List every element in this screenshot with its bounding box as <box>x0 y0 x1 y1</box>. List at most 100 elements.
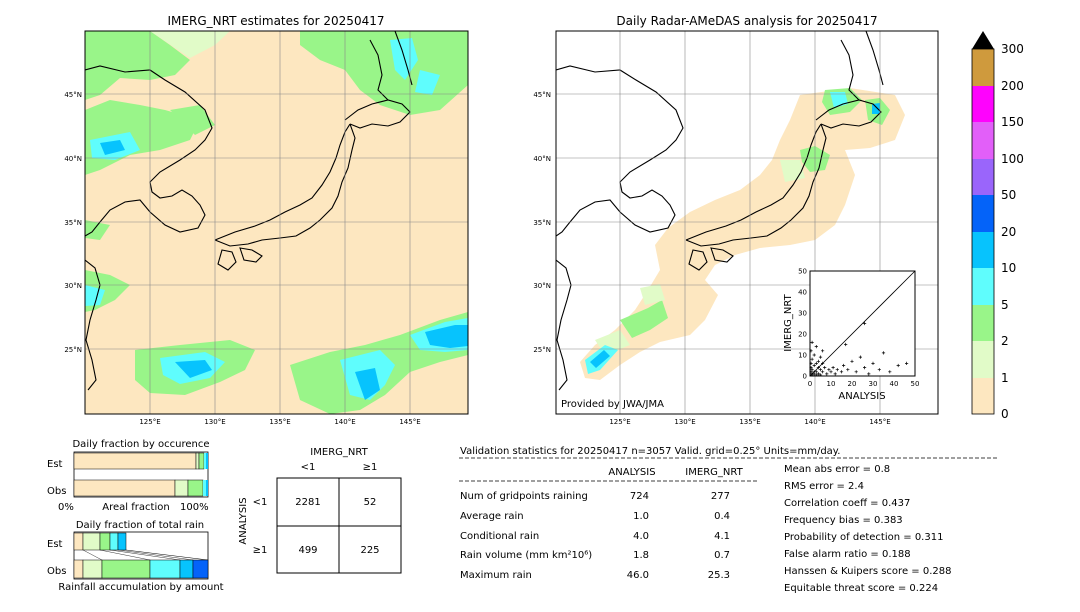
scatter-point <box>881 351 886 355</box>
svg-text:1.0: 1.0 <box>633 511 649 522</box>
right-map-title: Daily Radar-AMeDAS analysis for 20250417 <box>616 14 877 28</box>
scatter-point <box>842 363 846 368</box>
scatter-ylabel: IMERG_NRT <box>783 293 794 351</box>
scatter-point <box>818 373 823 377</box>
svg-text:Mean abs error = 0.8: Mean abs error = 0.8 <box>784 464 890 475</box>
svg-text:Conditional rain: Conditional rain <box>460 531 539 542</box>
fraction-occurrence-est-bar <box>73 452 208 470</box>
fraction-occurrence-axis-right: 100% <box>180 502 209 513</box>
scatter-point <box>809 366 813 370</box>
left-map-lat-labels: 45°N 40°N 35°N 30°N 25°N <box>64 91 82 354</box>
fraction-rain-est-bar <box>73 532 127 551</box>
scatter-point <box>816 359 820 363</box>
scatter-point <box>833 372 837 376</box>
scatter-point <box>821 349 825 353</box>
scatter-point <box>814 345 818 349</box>
svg-text:Correlation coeff = 0.437: Correlation coeff = 0.437 <box>784 498 910 509</box>
svg-text:40°N: 40°N <box>64 155 82 163</box>
scatter-point <box>905 361 909 365</box>
right-map-lon-labels: 125°E 130°E 135°E 140°E 145°E <box>609 418 890 426</box>
contingency-col-title: IMERG_NRT <box>310 447 368 458</box>
svg-text:Maximum rain: Maximum rain <box>460 570 532 581</box>
scatter-point <box>844 342 848 347</box>
validation-scores: Mean abs error = 0.8 RMS error = 2.4 Cor… <box>784 464 951 594</box>
svg-text:Num of gridpoints raining: Num of gridpoints raining <box>460 491 588 502</box>
svg-text:45°N: 45°N <box>64 91 82 99</box>
scatter-point <box>810 340 814 344</box>
scatter-point <box>867 372 871 376</box>
colorbar-extend-arrow <box>972 31 994 49</box>
scatter-point <box>846 368 850 372</box>
colorbar: 0 1 2 5 10 20 50 100 150 200 300 <box>971 31 1024 421</box>
contingency-cell-b: 52 <box>364 497 377 508</box>
left-map-coastline <box>85 31 413 391</box>
svg-text:0: 0 <box>1001 407 1009 421</box>
scatter-y-tick: 50 <box>798 268 807 276</box>
svg-text:200: 200 <box>1001 79 1024 93</box>
svg-text:4.0: 4.0 <box>633 531 649 542</box>
svg-text:150: 150 <box>1001 115 1024 129</box>
svg-text:4.1: 4.1 <box>714 531 730 542</box>
fraction-rain-footer: Rainfall accumulation by amount <box>58 582 223 593</box>
contingency-cell-a: 2281 <box>295 497 320 508</box>
scatter-point <box>809 361 813 365</box>
svg-text:20: 20 <box>1001 225 1016 239</box>
svg-text:125°E: 125°E <box>139 418 160 426</box>
scatter-point <box>829 370 833 374</box>
right-map-rain-field <box>585 88 890 374</box>
scatter-point <box>839 370 844 374</box>
svg-text:40°N: 40°N <box>533 155 551 163</box>
svg-text:25°N: 25°N <box>64 346 82 354</box>
fraction-occurrence-obs-label: Obs <box>47 486 66 497</box>
svg-text:130°E: 130°E <box>204 418 225 426</box>
scatter-point <box>814 373 818 377</box>
svg-text:25.3: 25.3 <box>708 570 730 581</box>
svg-text:1: 1 <box>1001 371 1009 385</box>
scatter-x-tick: 50 <box>911 380 920 388</box>
svg-text:46.0: 46.0 <box>627 570 649 581</box>
svg-text:Frequency bias = 0.383: Frequency bias = 0.383 <box>784 515 903 526</box>
svg-text:2: 2 <box>1001 334 1009 348</box>
svg-text:False alarm ratio = 0.188: False alarm ratio = 0.188 <box>784 549 911 560</box>
scatter-x-tick: 20 <box>848 380 857 388</box>
scatter-x-tick: 10 <box>827 380 836 388</box>
scatter-point <box>835 368 839 372</box>
svg-text:Equitable threat score = 0.22: Equitable threat score = 0.224 <box>784 583 938 594</box>
svg-text:100: 100 <box>1001 152 1024 166</box>
scatter-point <box>858 355 862 359</box>
right-map: Daily Radar-AMeDAS analysis for 20250417 <box>533 14 939 426</box>
scatter-point <box>814 361 818 365</box>
scatter-y-tick: 0 <box>803 373 807 381</box>
scatter-point <box>877 368 881 372</box>
scatter-point <box>809 349 813 353</box>
right-map-coastline <box>556 31 884 391</box>
svg-text:RMS error = 2.4: RMS error = 2.4 <box>784 481 864 492</box>
contingency-row-title: ANALYSIS <box>238 497 249 544</box>
svg-text:30°N: 30°N <box>64 282 82 290</box>
validation-rows: Num of gridpoints raining 724 277 Averag… <box>460 491 730 581</box>
validation-col-analysis: ANALYSIS <box>608 467 655 478</box>
left-map-title: IMERG_NRT estimates for 20250417 <box>168 14 385 28</box>
scatter-y-tick: 40 <box>798 289 807 297</box>
fraction-occurrence-panel: Daily fraction by occurence Est Obs 0% A… <box>47 439 210 513</box>
fraction-occurrence-axis-mid: Areal fraction <box>102 502 169 513</box>
svg-text:35°N: 35°N <box>533 219 551 227</box>
scatter-point <box>896 363 900 368</box>
colorbar-labels: 0 1 2 5 10 20 50 100 150 200 300 <box>1001 42 1024 421</box>
svg-text:5: 5 <box>1001 298 1009 312</box>
scatter-point <box>810 368 814 372</box>
scatter-y-tick: 20 <box>798 331 807 339</box>
svg-text:35°N: 35°N <box>64 219 82 227</box>
scatter-ticks: 00 10 10 20 20 30 30 40 40 50 50 <box>798 268 919 389</box>
scatter-points <box>809 321 909 377</box>
scatter-point <box>823 366 827 370</box>
scatter-point <box>821 370 825 374</box>
fraction-occurrence-obs-bar <box>73 479 208 497</box>
scatter-point <box>810 373 814 377</box>
scatter-point <box>854 370 858 374</box>
scatter-point <box>816 366 820 370</box>
contingency-col-ge: ≥1 <box>363 462 378 473</box>
contingency-cell-c: 499 <box>298 545 317 556</box>
contingency-table: IMERG_NRT <1 ≥1 ANALYSIS <1 ≥1 2281 52 4… <box>238 447 402 574</box>
